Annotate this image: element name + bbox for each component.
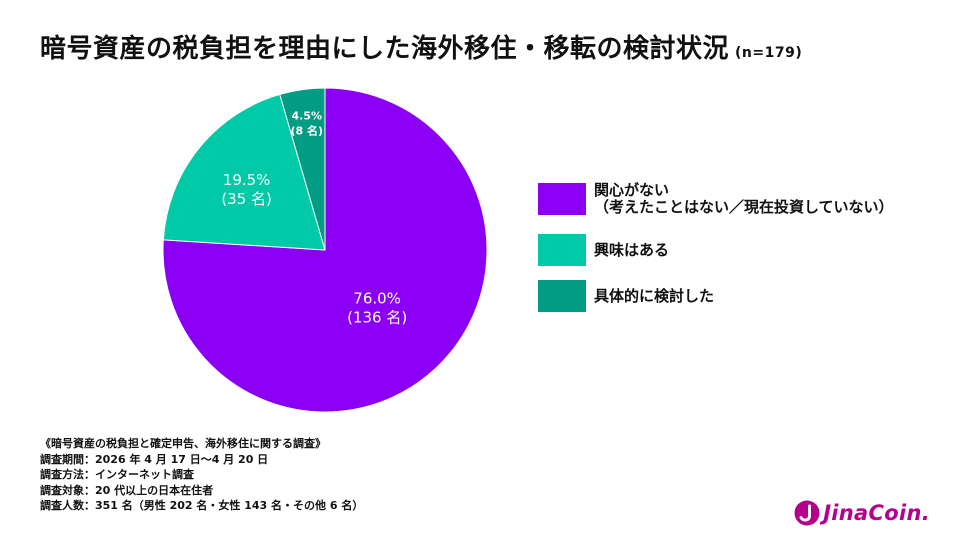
slice-percent-label: 19.5%	[223, 171, 271, 189]
brand-logo: JinaCoin.	[794, 500, 930, 526]
survey-notes: 《暗号資産の税負担と確定申告、海外移住に関する調査》 調査期間：2026 年 4…	[40, 436, 363, 514]
slice-considered	[279, 87, 326, 251]
legend-label-line: （考えたことはない／現在投資していない）	[594, 198, 894, 216]
brand-name: JinaCoin.	[823, 501, 930, 525]
legend-label: 関心がない （考えたことはない／現在投資していない）	[594, 182, 894, 216]
legend-label-line: 具体的に検討した	[594, 286, 715, 305]
slice-count-label: (136 名)	[347, 309, 407, 327]
note-heading: 《暗号資産の税負担と確定申告、海外移住に関する調査》	[40, 437, 326, 450]
chart-title: 暗号資産の税負担を理由にした海外移住・移転の検討状況 (n=179)	[40, 28, 802, 65]
label-not-interested: 76.0%(136 名)	[347, 290, 407, 327]
slice-interested	[162, 93, 326, 251]
pie-chart: 76.0%(136 名) 19.5%(35 名) 4.5%(8 名)	[162, 87, 488, 413]
legend-item-interested: 興味はある	[538, 234, 669, 266]
slice-count-label: (35 名)	[221, 190, 272, 208]
chart-title-text: 暗号資産の税負担を理由にした海外移住・移転の検討状況	[40, 34, 730, 64]
legend-label: 興味はある	[594, 240, 670, 259]
legend-swatch	[538, 234, 586, 266]
slice-percent-label: 4.5%	[291, 110, 322, 123]
sample-size: (n=179)	[735, 45, 803, 61]
label-considered: 4.5%(8 名)	[290, 110, 323, 138]
slice-percent-label: 76.0%	[353, 290, 401, 308]
legend-swatch	[538, 280, 586, 312]
legend-label-line: 興味はある	[594, 240, 670, 259]
legend-label: 具体的に検討した	[594, 286, 715, 305]
legend-item-considered: 具体的に検討した	[538, 280, 714, 312]
note-period: 調査期間：2026 年 4 月 17 日～4 月 20 日	[40, 452, 269, 466]
slice-count-label: (8 名)	[290, 124, 323, 138]
note-count: 調査人数：351 名（男性 202 名・女性 143 名・その他 6 名）	[40, 499, 364, 512]
legend-swatch	[538, 183, 586, 215]
legend-item-not-interested: 関心がない （考えたことはない／現在投資していない）	[538, 182, 894, 216]
label-interested: 19.5%(35 名)	[221, 171, 272, 208]
note-method: 調査方法：インターネット調査	[40, 468, 194, 481]
note-target: 調査対象：20 代以上の日本在住者	[40, 483, 214, 497]
jinacoin-logo-icon	[794, 500, 820, 526]
legend-label-line: 関心がない	[594, 181, 670, 199]
